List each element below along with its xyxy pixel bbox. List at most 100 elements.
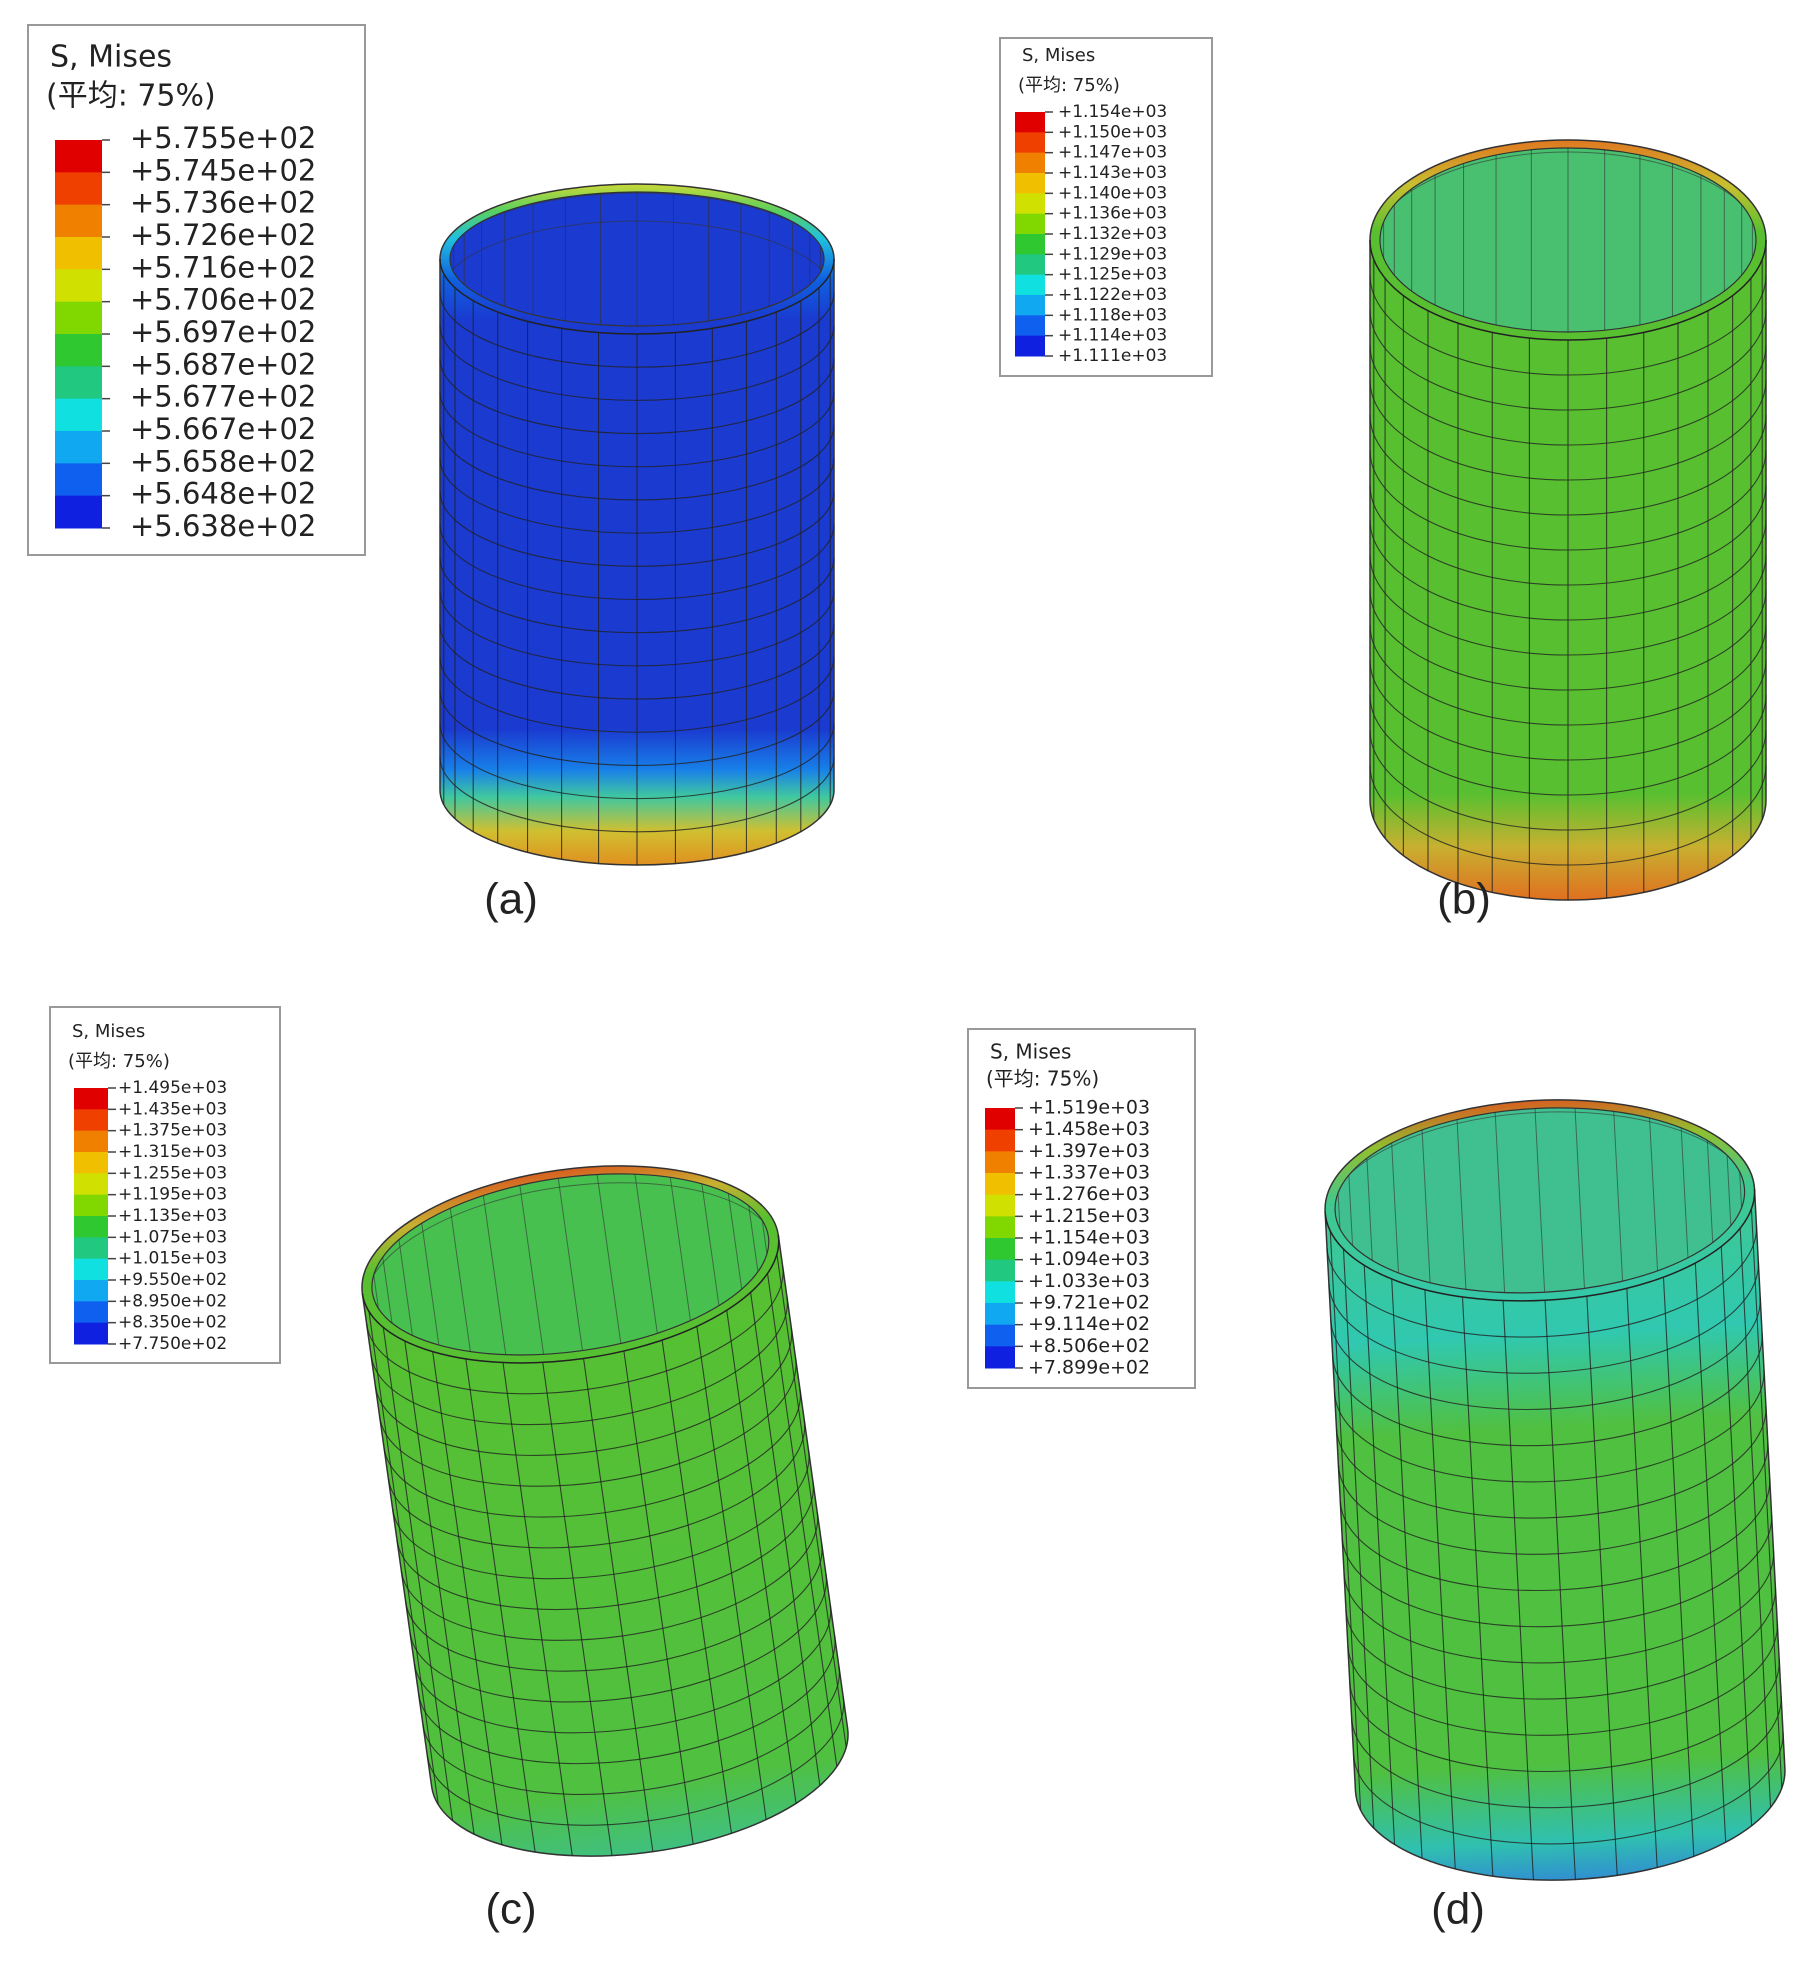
legend-band	[55, 366, 102, 400]
mesh-line	[482, 1195, 526, 1379]
legend-band	[985, 1108, 1015, 1131]
legend-band	[985, 1259, 1015, 1282]
mesh-line	[432, 1351, 503, 1845]
legend-title: S, Mises	[72, 1021, 145, 1042]
legend-band	[1015, 112, 1045, 133]
legend-value: +1.397e+03	[1028, 1140, 1150, 1162]
legend-value: +1.122e+03	[1058, 285, 1167, 305]
legend-band	[55, 172, 102, 206]
mesh-line	[1574, 1108, 1592, 1304]
legend-band	[985, 1303, 1015, 1326]
panel: S, Mises(平均: 75%)+5.755e+02+5.745e+02+5.…	[27, 24, 835, 924]
mesh-line	[776, 1254, 847, 1748]
mesh-line	[1626, 1288, 1658, 1868]
caption: (b)	[1437, 875, 1491, 924]
legend-value: +1.132e+03	[1058, 224, 1167, 244]
mesh-line	[583, 1358, 654, 1852]
mesh-line	[1750, 1208, 1783, 1789]
legend-title: S, Mises	[1022, 45, 1095, 66]
legend-band	[985, 1238, 1015, 1261]
mesh-line	[1424, 1289, 1456, 1869]
legend-band	[985, 1216, 1015, 1239]
legend-band	[985, 1346, 1015, 1369]
legend-band	[74, 1280, 108, 1302]
cylinder	[360, 1150, 849, 1857]
legend-value: +7.750e+02	[118, 1334, 227, 1354]
legend-value: +1.154e+03	[1028, 1227, 1150, 1249]
legend-band	[74, 1322, 108, 1345]
mesh-line	[450, 220, 824, 297]
mesh-line	[368, 1311, 439, 1805]
mesh-line	[766, 1273, 838, 1767]
mesh-line	[1494, 1112, 1512, 1304]
legend-value: +5.697e+02	[130, 315, 316, 349]
legend-value: +1.136e+03	[1058, 204, 1167, 224]
legend-value: +5.726e+02	[130, 218, 316, 252]
mesh-line	[1586, 1296, 1618, 1876]
mesh-line	[634, 1174, 678, 1379]
legend-band	[55, 334, 102, 367]
legend-value: +8.950e+02	[118, 1291, 227, 1311]
legend-value: +1.375e+03	[118, 1121, 227, 1141]
legend-value: +1.276e+03	[1028, 1183, 1150, 1205]
legend-value: +1.315e+03	[118, 1142, 227, 1162]
cylinder	[1369, 139, 1767, 901]
legend-band	[985, 1151, 1015, 1174]
legend-value: +1.154e+03	[1058, 102, 1167, 122]
legend-value: +1.033e+03	[1028, 1270, 1150, 1292]
mesh-line	[1363, 1265, 1396, 1845]
legend-title: S, Mises	[990, 1040, 1071, 1064]
legend-value: +9.721e+02	[1028, 1292, 1150, 1314]
caption: (a)	[484, 875, 538, 924]
legend-subtitle: (平均: 75%)	[986, 1067, 1099, 1091]
legend-band	[74, 1216, 108, 1238]
mesh-line	[1649, 1118, 1666, 1304]
legend-value: +5.677e+02	[130, 380, 316, 414]
legend-value: +1.135e+03	[118, 1206, 227, 1226]
legend-band	[1015, 173, 1045, 194]
legend-subtitle: (平均: 75%)	[68, 1051, 170, 1072]
legend-value: +1.147e+03	[1058, 143, 1167, 163]
legend-band	[1015, 335, 1045, 357]
legend-value: +1.255e+03	[118, 1163, 227, 1183]
mesh-line	[398, 1239, 442, 1379]
legend-band	[55, 301, 102, 335]
legend-value: +1.125e+03	[1058, 265, 1167, 285]
legend-band	[55, 431, 102, 464]
mesh-line	[1329, 1230, 1362, 1811]
mesh-line	[542, 1362, 613, 1856]
mesh-line	[750, 1292, 821, 1786]
legend-value: +5.658e+02	[130, 444, 316, 478]
legend-title: S, Mises	[50, 40, 172, 75]
legend-band	[1015, 152, 1045, 174]
mesh-line	[596, 1174, 640, 1379]
mesh-line	[661, 1340, 732, 1834]
mesh-line	[1694, 1263, 1727, 1843]
legend-value: +1.195e+03	[118, 1185, 227, 1205]
mesh-line	[1502, 1300, 1534, 1880]
legend-band	[985, 1281, 1015, 1304]
legend-band	[74, 1173, 108, 1196]
legend-value: +5.745e+02	[130, 153, 316, 187]
legend-band	[74, 1088, 108, 1110]
mesh-line	[465, 1358, 536, 1853]
legend-value: +1.140e+03	[1058, 183, 1167, 203]
legend-value: +1.118e+03	[1058, 305, 1167, 325]
legend-band	[985, 1129, 1015, 1152]
legend-band	[74, 1130, 108, 1153]
legend-band	[55, 269, 102, 303]
legend-value: +7.899e+02	[1028, 1357, 1150, 1379]
mesh-line	[519, 1185, 563, 1379]
mesh-line	[1391, 1278, 1423, 1859]
legend-value: +1.337e+03	[1028, 1162, 1150, 1184]
legend-value: +1.114e+03	[1058, 326, 1167, 346]
legend-band	[55, 495, 102, 529]
legend-value: +1.129e+03	[1058, 244, 1167, 264]
caption: (c)	[485, 1885, 536, 1934]
mesh-line	[1456, 1119, 1474, 1304]
legend-band	[1015, 254, 1045, 276]
legend-value: +1.150e+03	[1058, 122, 1167, 142]
legend-subtitle: (平均: 75%)	[1018, 75, 1120, 96]
legend-value: +1.435e+03	[118, 1099, 227, 1119]
